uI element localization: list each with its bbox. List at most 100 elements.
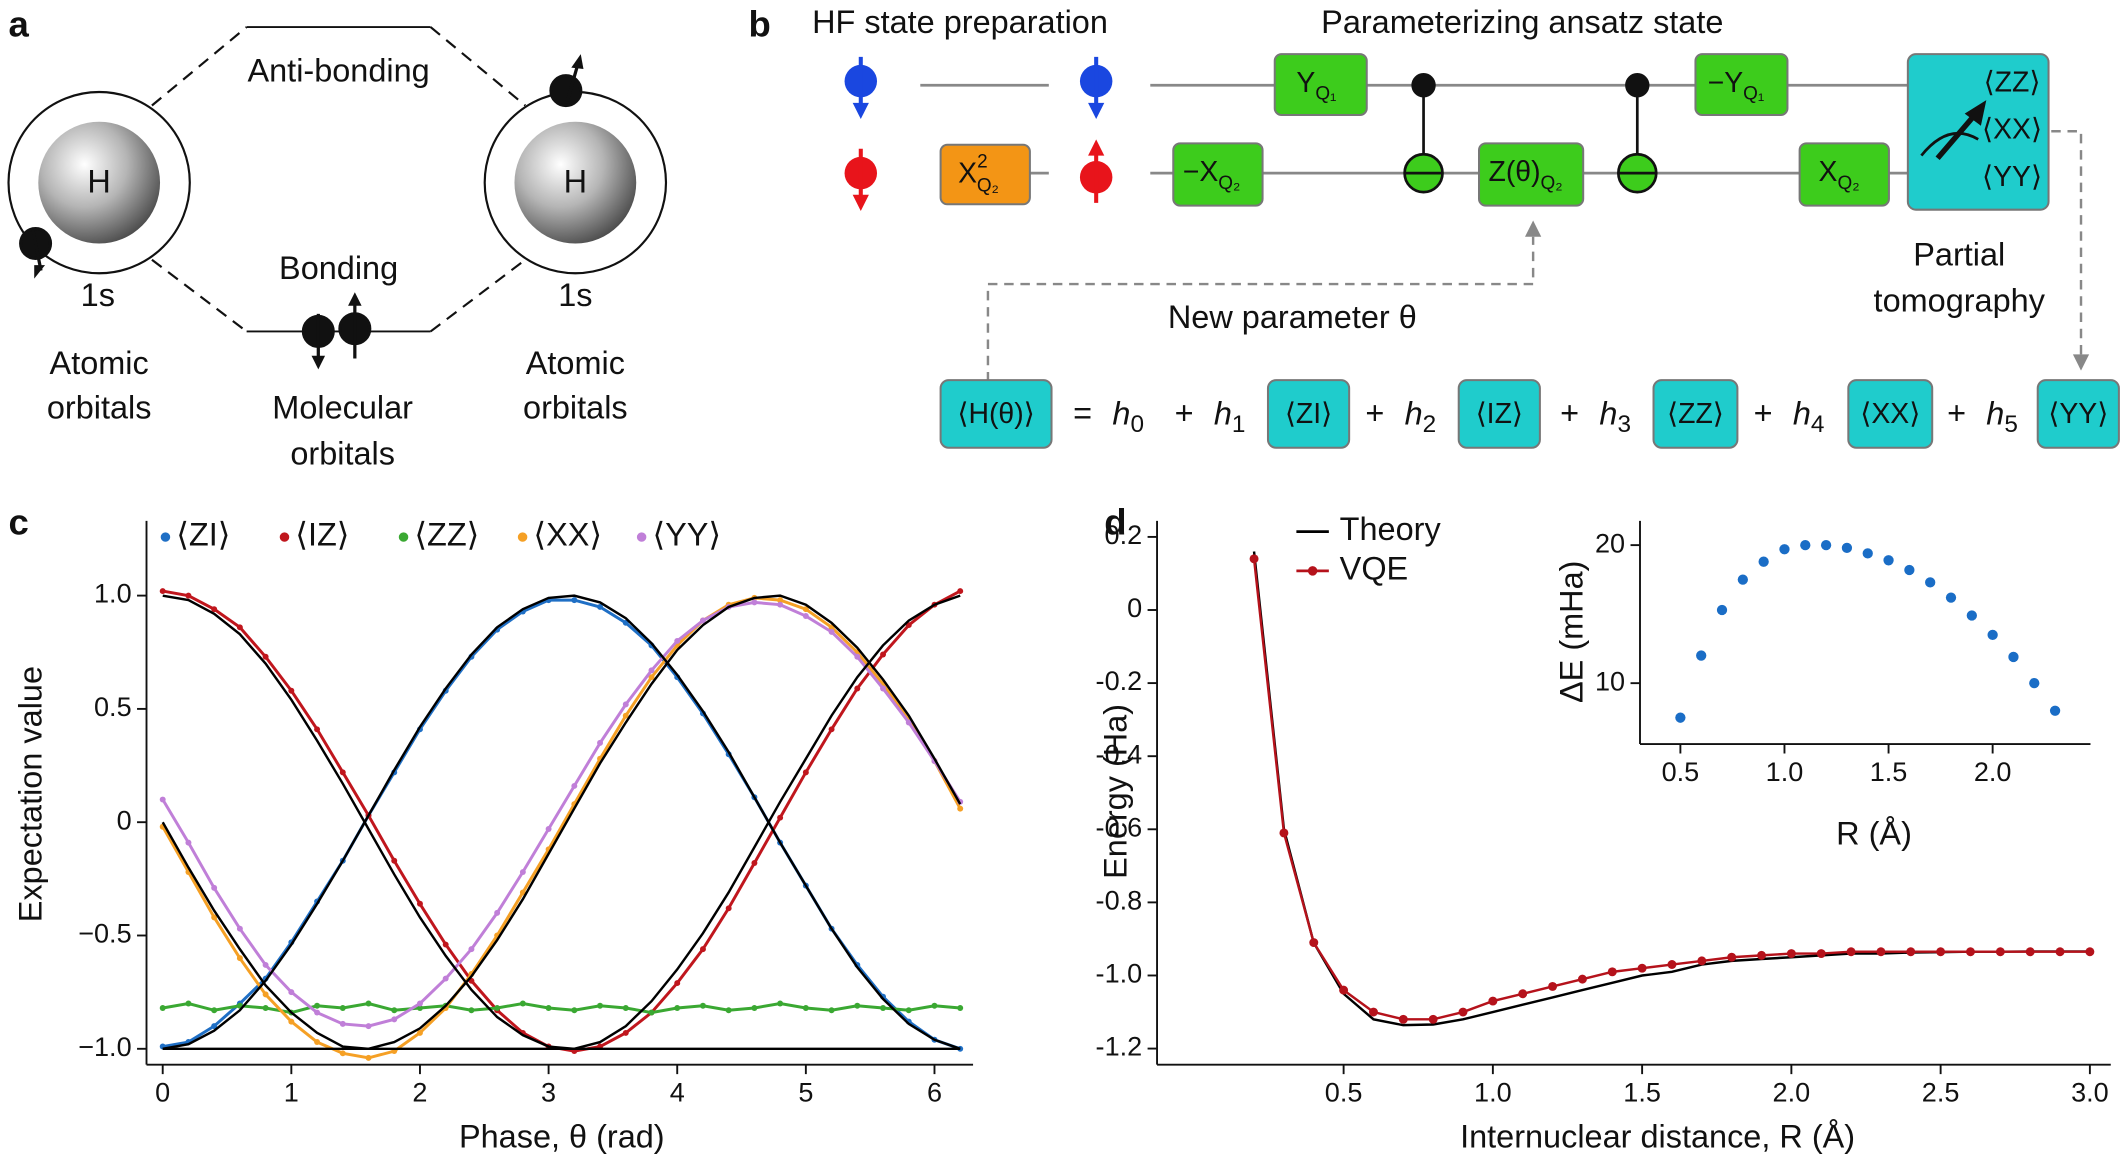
- data-point: [262, 991, 269, 998]
- data-point: [957, 805, 964, 812]
- data-point: [211, 884, 218, 891]
- gate-base: −X: [1183, 156, 1219, 188]
- data-point: [1716, 604, 1728, 616]
- data-point: [1548, 981, 1558, 991]
- level-label: Bonding: [279, 250, 398, 286]
- data-point: [519, 889, 526, 896]
- legend-label: ⟨XX⟩: [533, 517, 602, 553]
- coef: h5: [1986, 395, 2018, 439]
- plus: +: [1560, 395, 1579, 431]
- data-point: [1428, 1014, 1438, 1024]
- atom: [38, 121, 161, 244]
- y-axis-label: Energy (Ha): [1097, 704, 1133, 879]
- coef: h2: [1405, 395, 1437, 439]
- panel-label: a: [9, 4, 30, 45]
- data-point: [777, 597, 784, 604]
- data-point: [1779, 544, 1790, 555]
- data-point: [1637, 963, 1647, 973]
- data-point: [262, 1005, 269, 1011]
- x-tick-label: 2: [412, 1078, 427, 1108]
- measure-label: ⟨ZZ⟩: [1984, 66, 2041, 98]
- data-point: [159, 796, 166, 803]
- data-point: [236, 624, 243, 631]
- data-point: [597, 739, 604, 746]
- data-point: [699, 617, 706, 624]
- data-point: [339, 1005, 346, 1011]
- data-point: [571, 1007, 578, 1014]
- data-point: [1697, 956, 1707, 966]
- data-point: [880, 1005, 887, 1011]
- coef-base: h: [1405, 395, 1423, 431]
- data-point: [1339, 985, 1349, 995]
- panel-b: b HF state preparation Parameterizing an…: [749, 4, 2120, 449]
- gate-base: Y: [1296, 66, 1315, 98]
- y-tick-label: 10: [1595, 666, 1625, 696]
- data-point: [262, 653, 269, 660]
- data-point: [2029, 678, 2040, 689]
- caption: Molecular: [272, 389, 413, 425]
- data-point: [622, 701, 629, 708]
- data-point: [1820, 539, 1832, 551]
- data-point: [648, 667, 655, 674]
- coef-sub: 0: [1130, 412, 1144, 439]
- x-tick-label: 3: [541, 1078, 556, 1108]
- data-point: [931, 1002, 938, 1009]
- arrowhead: [1525, 220, 1542, 237]
- x-tick-label: 2.0: [1773, 1078, 1811, 1108]
- series-line: [1252, 551, 2090, 1027]
- data-point: [1841, 542, 1853, 554]
- data-point: [391, 1016, 398, 1023]
- data-point: [236, 925, 243, 932]
- data-point: [1906, 947, 1916, 957]
- gate: [1694, 53, 1789, 117]
- data-point: [1518, 989, 1528, 999]
- x-tick-label: 0.5: [1325, 1078, 1363, 1108]
- y-tick-label: 20: [1595, 528, 1625, 558]
- data-point: [828, 628, 835, 635]
- coef-base: h: [1214, 395, 1232, 431]
- data-point: [777, 601, 784, 608]
- gate-label: XQ₂: [1819, 156, 1860, 194]
- x-tick-label: 1.5: [1870, 757, 1908, 787]
- data-point: [314, 1002, 321, 1009]
- data-point: [880, 651, 887, 658]
- data-point: [1249, 554, 1259, 564]
- data-point: [571, 782, 578, 789]
- tomography-label: Partial: [1913, 237, 2005, 273]
- equals: =: [1073, 395, 1092, 431]
- gate-base: X: [958, 157, 977, 189]
- series-line: [1252, 558, 2090, 1021]
- x-tick-label: 5: [798, 1078, 813, 1108]
- data-point: [1758, 556, 1769, 567]
- data-point: [1757, 950, 1766, 960]
- y-axis-label: Expectation value: [12, 666, 48, 922]
- atom-label: H: [87, 164, 110, 200]
- plus: +: [1175, 395, 1194, 431]
- caption: orbitals: [290, 435, 395, 471]
- data-point: [391, 857, 398, 864]
- data-point: [314, 1039, 321, 1045]
- panel-a: a H H Anti-bonding Bonding 1s 1s Atomic …: [7, 4, 668, 471]
- measure-label: ⟨YY⟩: [1982, 161, 2042, 193]
- y-tick-label: 0: [1127, 593, 1142, 623]
- electrons: [19, 54, 584, 370]
- data-point: [1846, 947, 1856, 957]
- data-point: [1966, 610, 1977, 621]
- op-box: [939, 379, 1053, 449]
- data-point: [365, 1000, 372, 1007]
- x-tick-label: 0.5: [1662, 757, 1700, 787]
- legend-label: ⟨IZ⟩: [295, 517, 349, 553]
- data-point: [1800, 539, 1811, 551]
- cnot: [1403, 73, 1658, 194]
- op-box: [1847, 379, 1934, 449]
- gate: [1798, 142, 1890, 207]
- gate-sub: Q₂: [1218, 173, 1240, 194]
- data-point: [468, 1007, 475, 1014]
- gate-sub: Q₂: [977, 176, 999, 197]
- y-tick-label: 0.2: [1105, 520, 1143, 550]
- data-point: [1369, 1007, 1378, 1017]
- plus: +: [1947, 395, 1966, 431]
- data-point: [751, 599, 758, 606]
- legend-marker: [398, 532, 409, 542]
- y-tick-label: 0: [117, 805, 132, 835]
